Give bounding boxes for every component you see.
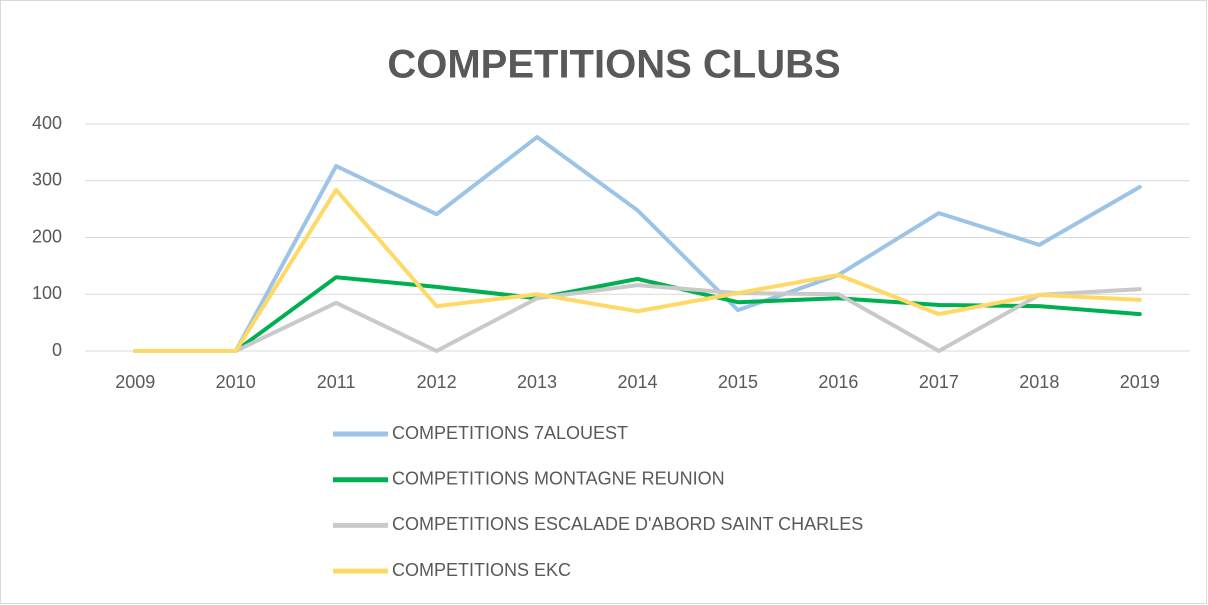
x-tick-label: 2018 xyxy=(1019,372,1059,392)
x-tick-label: 2014 xyxy=(617,372,657,392)
legend-label: COMPETITIONS ESCALADE D'ABORD SAINT CHAR… xyxy=(392,514,863,534)
y-tick-label: 200 xyxy=(32,226,62,246)
legend-label: COMPETITIONS MONTAGNE REUNION xyxy=(392,468,725,488)
series-line xyxy=(133,135,1142,353)
x-tick-label: 2009 xyxy=(115,372,155,392)
series-line xyxy=(133,275,1142,353)
series-line xyxy=(133,283,1142,353)
x-tick-label: 2012 xyxy=(417,372,457,392)
y-tick-label: 0 xyxy=(52,340,62,360)
x-tick-label: 2017 xyxy=(919,372,959,392)
x-tick-label: 2016 xyxy=(818,372,858,392)
y-tick-label: 300 xyxy=(32,170,62,190)
x-tick-label: 2011 xyxy=(317,372,356,392)
chart-title: COMPETITIONS CLUBS xyxy=(387,43,840,87)
x-tick-label: 2010 xyxy=(216,372,256,392)
legend-label: COMPETITIONS EKC xyxy=(392,560,571,580)
x-tick-label: 2019 xyxy=(1120,372,1160,392)
y-tick-label: 100 xyxy=(32,283,62,303)
x-tick-label: 2015 xyxy=(718,372,758,392)
legend-label: COMPETITIONS 7ALOUEST xyxy=(392,423,628,443)
y-tick-label: 400 xyxy=(32,113,62,133)
series-line xyxy=(133,187,1142,353)
x-tick-label: 2013 xyxy=(517,372,557,392)
